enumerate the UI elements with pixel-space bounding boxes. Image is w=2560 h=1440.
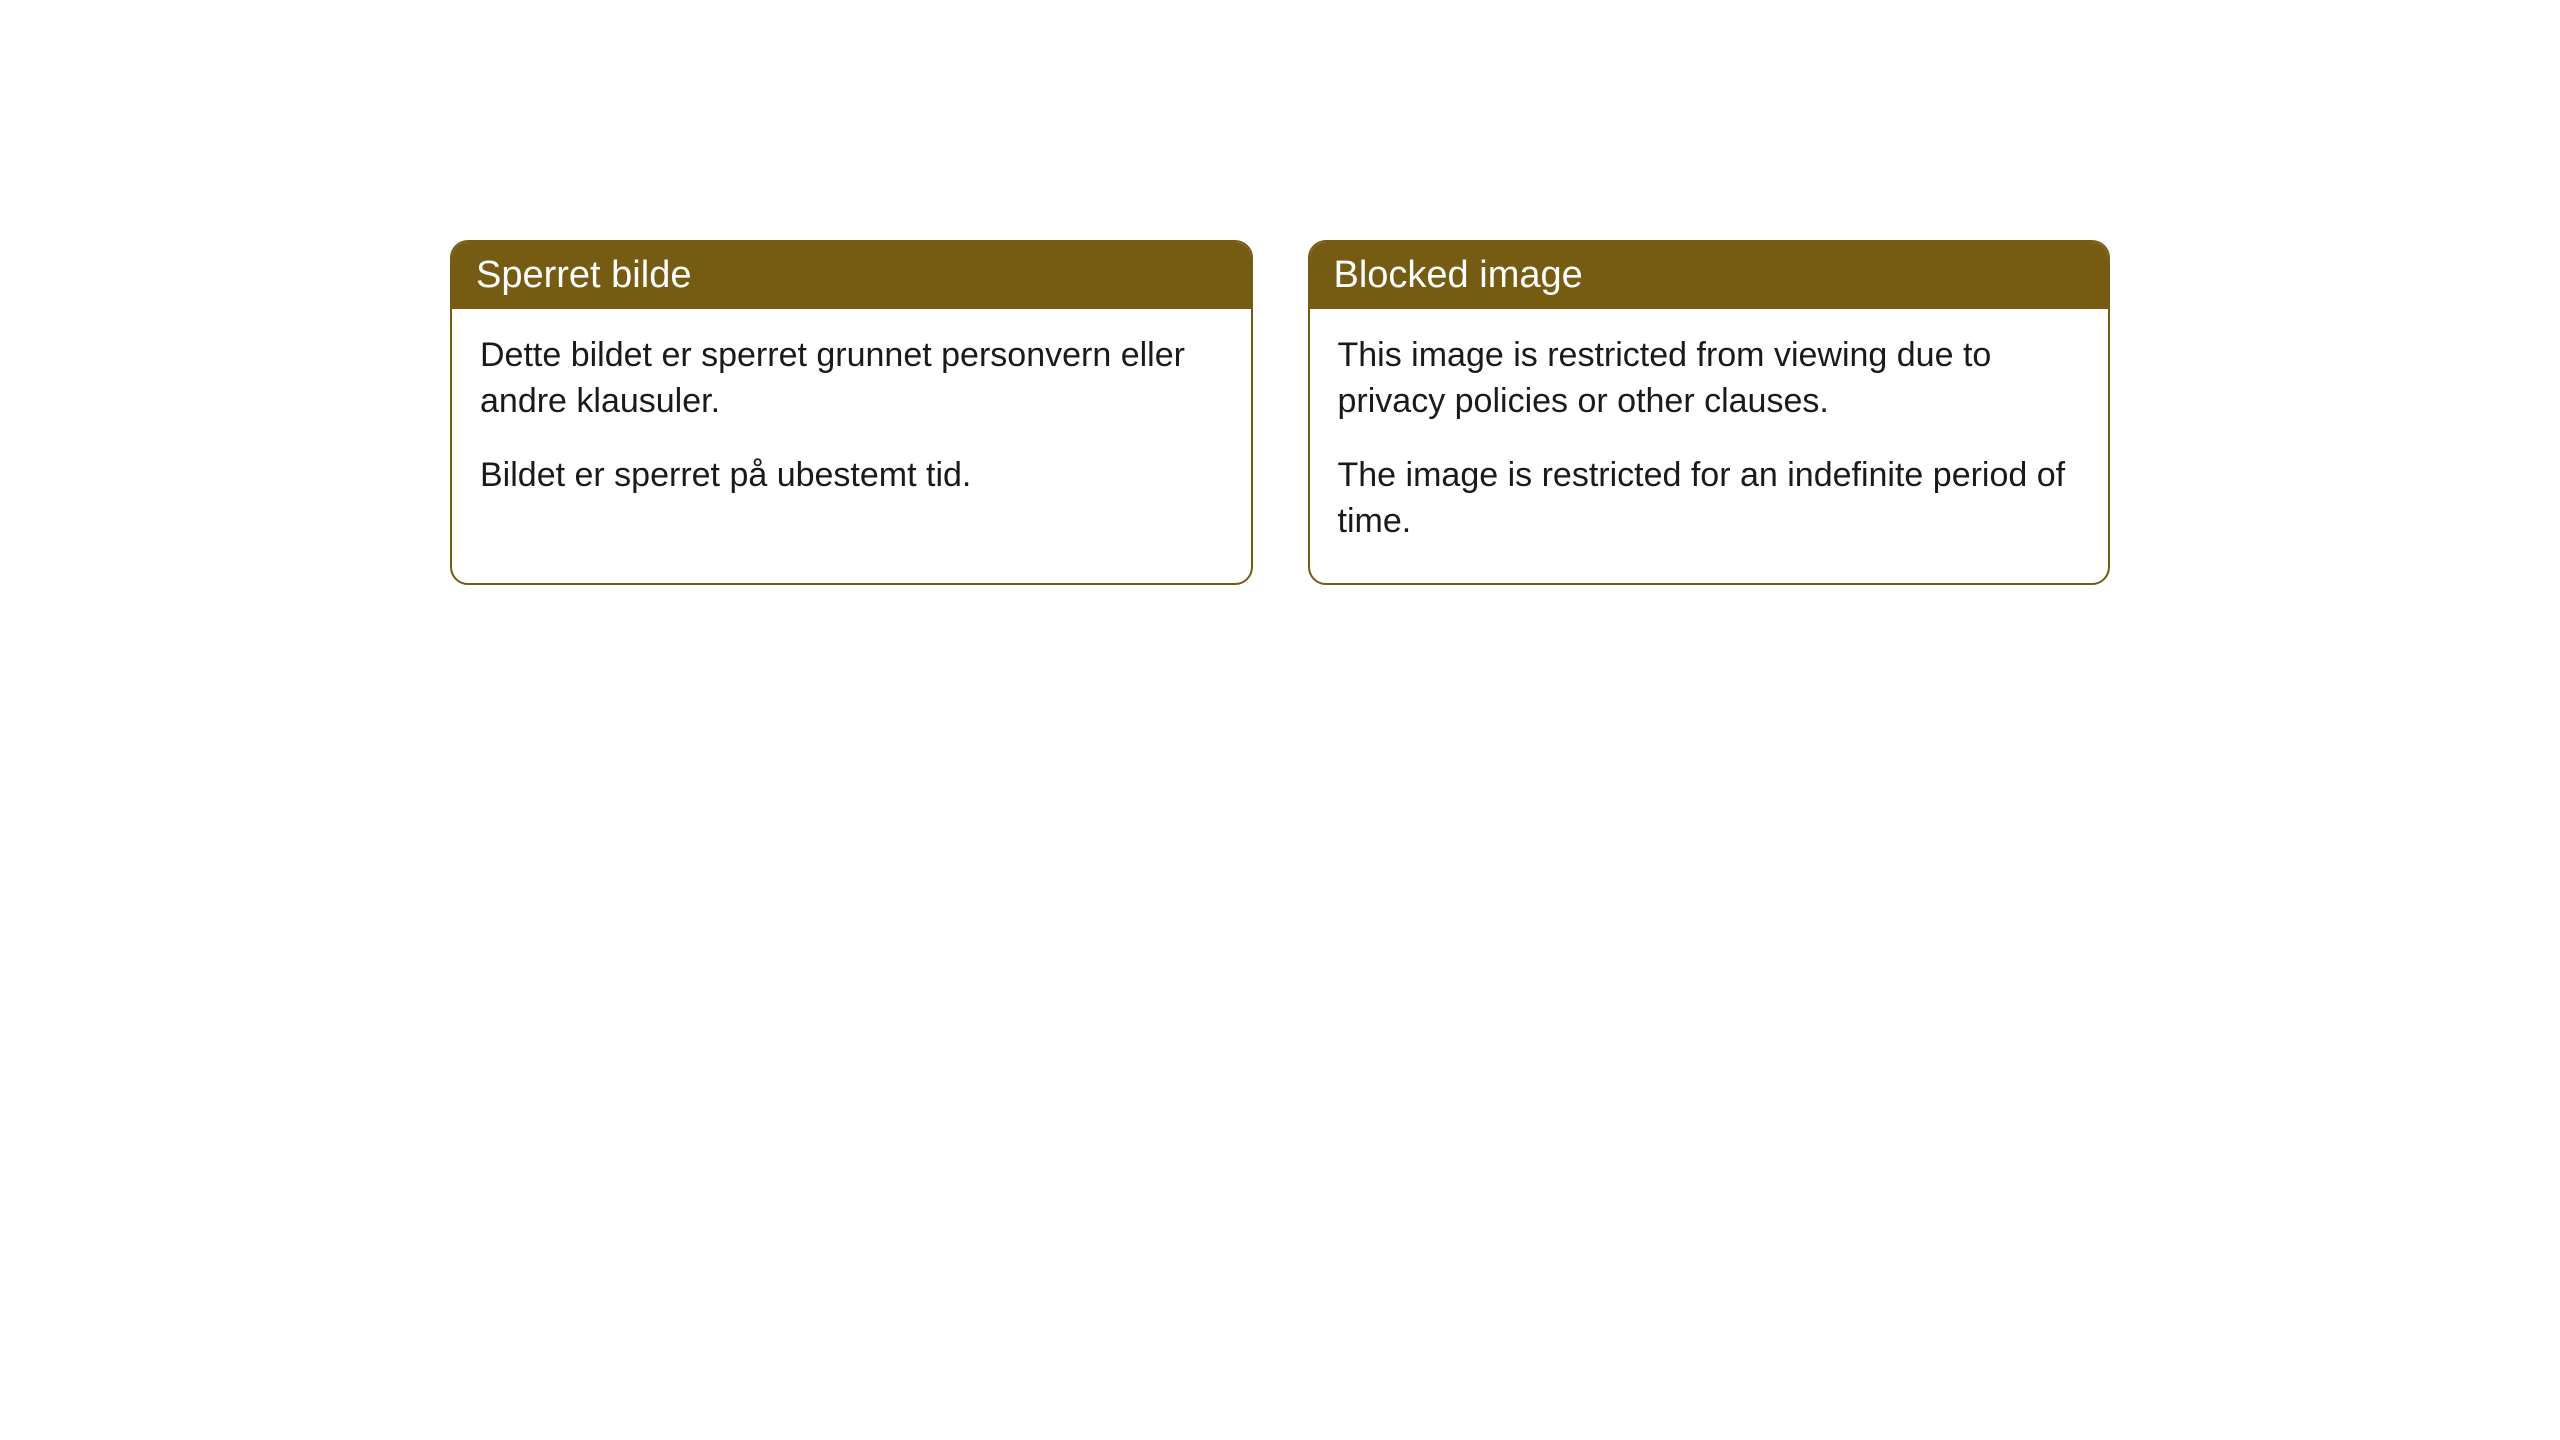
notice-card-english: Blocked image This image is restricted f… (1308, 240, 2111, 585)
card-paragraph: Dette bildet er sperret grunnet personve… (480, 333, 1223, 425)
card-body-norwegian: Dette bildet er sperret grunnet personve… (452, 309, 1251, 537)
card-paragraph: This image is restricted from viewing du… (1338, 333, 2081, 425)
card-paragraph: The image is restricted for an indefinit… (1338, 453, 2081, 545)
card-title: Blocked image (1334, 254, 1583, 296)
card-paragraph: Bildet er sperret på ubestemt tid. (480, 453, 1223, 499)
card-body-english: This image is restricted from viewing du… (1310, 309, 2109, 583)
card-header-norwegian: Sperret bilde (452, 242, 1251, 309)
notice-card-norwegian: Sperret bilde Dette bildet er sperret gr… (450, 240, 1253, 585)
card-header-english: Blocked image (1310, 242, 2109, 309)
card-title: Sperret bilde (476, 254, 691, 296)
notice-cards-container: Sperret bilde Dette bildet er sperret gr… (450, 240, 2110, 585)
